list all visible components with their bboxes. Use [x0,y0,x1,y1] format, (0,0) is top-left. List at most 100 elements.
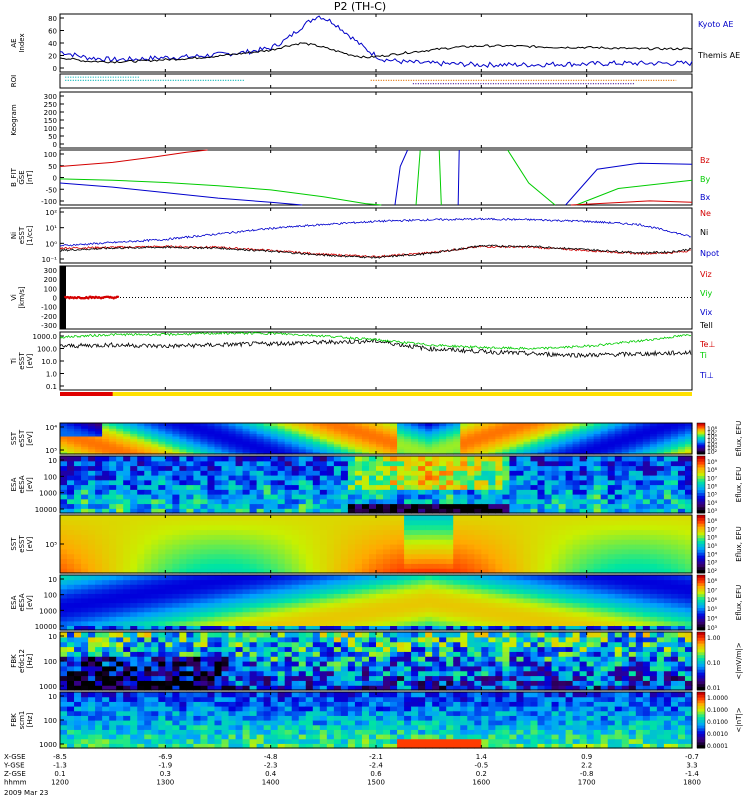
esa_e-ylabel: [eV] [26,477,34,492]
ae-legend-item: Themis AE [697,51,740,60]
sst_e-colorbar-label: 10² [707,449,718,456]
velocity-legend-item: Vix [700,308,713,317]
footer-value: 0.4 [265,770,277,778]
fbk_e-colorbar-title: <|mV/m|> [735,642,743,679]
bfield-series-bx [59,182,303,206]
esa_i-ylabel: ESA [10,595,18,609]
ae-frame [59,13,693,73]
esa_e-colorbar-label: 10⁶ [707,484,718,491]
bfield-series-by [507,149,556,206]
keogram-frame [59,91,693,149]
bfield-ylabel: [nT] [26,170,34,184]
bfield-ylabel: GSE [18,170,26,184]
bfield-ylabel: B_FIT [10,167,18,186]
fbk_b-colorbar-label: 0.0001 [707,743,728,750]
sst_i-ylabel: eSST [18,535,26,553]
sst_i-colorbar-label: 10³ [707,560,718,567]
footer-row-label: Y-GSE [3,762,25,770]
sst_i-colorbar-label: 10⁴ [707,551,718,558]
esa_i-colorbar-label: 10⁵ [707,606,718,613]
fbk_b-ylabel: [Hz] [26,713,34,728]
density-series-npot [59,217,692,247]
footer-value: 1500 [367,779,385,787]
esa_e-colorbar-label: 10⁵ [707,492,718,499]
bfield-legend-item: By [700,175,710,184]
density-series-ni [59,244,692,259]
fbk_b-colorbar-label: 0.1000 [707,707,728,714]
keogram-ytick-label: 300 [44,93,57,101]
fbk_e-colorbar [697,632,705,691]
fbk_b-ylabel: scm1 [18,711,26,730]
footer-value: 1300 [156,779,174,787]
velocity-ytick-label: 300 [44,267,57,275]
footer-value: -0.8 [580,770,594,778]
density-legend-item: Npot [700,249,719,258]
temperature-ytick-label: 0.1 [46,383,57,391]
bfield-series-by [438,149,442,206]
esa_i-ylabel: [eV] [26,595,34,610]
fbk_e-colorbar-label: 0.01 [707,685,721,692]
velocity-ytick-label: -300 [41,322,57,330]
footer-value: 1.4 [476,753,488,761]
footer-row-label: Z-GSE [4,770,26,778]
sst_e-ylabel: SST [10,431,18,445]
esa_e-ytick-label: 10 [48,457,57,465]
footer-value: 0.6 [370,770,382,778]
temperature-ytick-label: 1.0 [46,371,57,379]
bfield-ytick-label: 100 [44,151,57,159]
esa_e-ytick-label: 10000 [35,506,57,514]
esa_e-colorbar [697,456,705,514]
fbk_b-colorbar [697,692,705,749]
footer-value: -6.9 [158,753,172,761]
bfield-series-bz [59,149,208,167]
sst_i-ylabel: SST [10,537,18,551]
density-ylabel: [1/cc] [26,225,34,245]
velocity-ytick-label: 0 [53,295,57,303]
fbk_e-ylabel: [Hz] [26,654,34,669]
footer-value: -4.8 [264,753,278,761]
esa_e-ylabel: eESA [18,475,26,493]
esa_e-colorbar-title: Eflux, EFU [735,467,743,502]
esa_i-colorbar-title: Eflux, EFU [735,585,743,620]
velocity-ytick-label: -200 [41,313,57,321]
esa_e-colorbar-frame [696,455,706,514]
density-ylabel: Ni [10,232,18,239]
sst_i-spectrogram [60,515,693,574]
sst_i-colorbar-label: 10² [707,568,718,575]
fbk_b-ytick-label: 10 [48,693,57,701]
temperature-ylabel: Ti [10,358,18,365]
footer-value: -2.3 [264,762,278,770]
temperature-legend-item: Ti⊥ [699,371,714,380]
footer-value: 1800 [683,779,701,787]
footer-value: 1700 [578,779,596,787]
mode-bar-yellow [60,392,692,396]
sst_e-colorbar [697,423,705,455]
sst_i-colorbar-title: Eflux, EFU [735,526,743,561]
fbk_b-ytick-label: 1000 [39,741,57,749]
esa_e-colorbar-label: 10⁸ [707,467,718,474]
fbk_e-spectrogram [60,632,693,691]
fbk_e-ytick-label: 100 [44,658,57,666]
footer-value: -1.9 [158,762,172,770]
sst_e-colorbar-label: 10⁴ [707,441,718,448]
fbk_e-colorbar-label: 1.00 [707,635,721,642]
sst_e-ylabel: [eV] [26,431,34,446]
temperature-legend-item: Tell [699,321,713,330]
temperature-legend-item: Te⊥ [699,340,715,349]
esa_e-ytick-label: 1000 [39,490,57,498]
footer-value: 0.1 [54,770,65,778]
esa_i-colorbar-frame [696,574,706,631]
ae-series-kyoto [59,15,693,68]
footer-value: -2.4 [369,762,383,770]
sst_e-colorbar-label: 10⁵ [707,438,718,445]
footer-value: 2.2 [581,762,592,770]
fbk_b-spectrogram [60,692,693,749]
esa_e-colorbar-label: 10⁹ [707,459,718,466]
fbk_e-ylabel: efdc12 [18,649,26,673]
fbk_b-ytick-label: 100 [44,717,57,725]
density-series-ne [59,245,691,259]
footer-value: -1.3 [53,762,67,770]
fbk_b-colorbar-label: 0.0100 [707,719,728,726]
velocity-ytick-label: -100 [41,304,57,312]
